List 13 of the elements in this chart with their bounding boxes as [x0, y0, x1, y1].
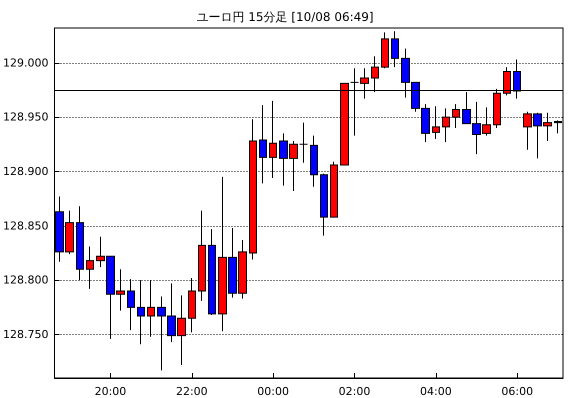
x-tick-label: 20:00 [94, 385, 126, 398]
y-tick-label: 128.850 [2, 219, 48, 232]
x-tick-label: 22:00 [176, 385, 208, 398]
y-tick-label: 129.000 [2, 56, 48, 70]
y-tick-label: 128.950 [2, 110, 48, 124]
y-tick-label: 128.750 [2, 328, 48, 342]
x-tick-label: 04:00 [420, 385, 452, 398]
x-tick-label: 02:00 [338, 385, 370, 398]
x-tick-label: 00:00 [257, 385, 289, 398]
y-tick-label: 128.800 [2, 274, 48, 287]
chart-title: ユーロ円 15分足 [10/08 06:49] [196, 10, 374, 24]
x-tick-label: 06:00 [501, 385, 534, 398]
y-tick-label: 128.900 [2, 164, 48, 178]
